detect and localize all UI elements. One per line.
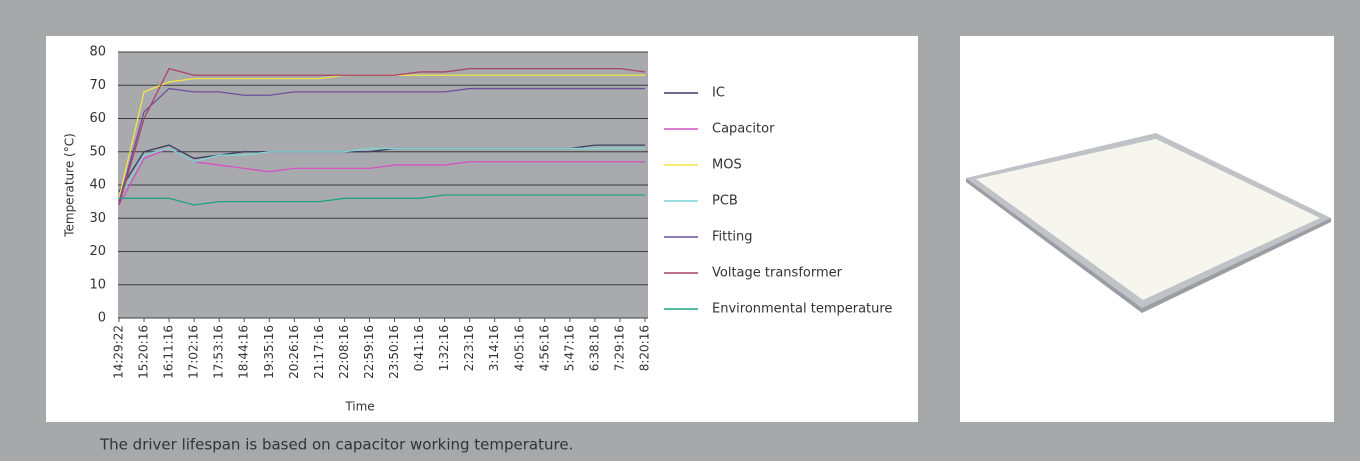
series-line [119, 194, 645, 206]
x-tick-label: 17:53:16 [212, 325, 226, 379]
x-tick-label: 21:17:16 [312, 325, 326, 379]
series-line [118, 87, 645, 202]
y-tick-label: 20 [89, 244, 106, 259]
series-line [118, 147, 645, 199]
y-tick-label: 10 [89, 277, 106, 292]
x-tick-label: 0:41:16 [412, 325, 426, 371]
x-tick-label: 2:23:16 [462, 325, 476, 371]
led-panel-illustration [966, 133, 1331, 313]
legend-label: IC [712, 86, 725, 101]
y-tick-label: 40 [89, 178, 106, 193]
legend-label: Environmental temperature [712, 302, 892, 317]
x-tick-label: 7:29:16 [612, 325, 626, 371]
x-tick-label: 18:44:16 [237, 325, 251, 379]
x-tick-label: 19:35:16 [262, 325, 276, 379]
legend-label: PCB [712, 194, 738, 209]
x-tick-label: 5:47:16 [562, 325, 576, 371]
x-tick-label: 6:38:16 [587, 325, 601, 371]
x-tick-label: 20:26:16 [287, 325, 301, 379]
caption: The driver lifespan is based on capacito… [99, 436, 573, 454]
x-tick-label: 23:50:16 [387, 325, 401, 379]
legend-label: MOS [712, 158, 742, 173]
x-tick-label: 16:11:16 [162, 325, 176, 379]
y-tick-label: 50 [89, 144, 106, 159]
y-tick-label: 70 [89, 78, 106, 93]
x-tick-label: 22:08:16 [337, 325, 351, 379]
legend-label: Fitting [712, 230, 752, 245]
series-line [118, 147, 645, 206]
y-tick-label: 30 [89, 211, 106, 226]
x-tick-label: 8:20:16 [638, 325, 652, 371]
x-tick-label: 14:29:22 [112, 325, 126, 379]
y-tick-label: 0 [98, 311, 106, 326]
x-tick-label: 4:05:16 [512, 325, 526, 371]
series-line [118, 67, 646, 206]
legend-label: Voltage transformer [712, 266, 843, 281]
y-tick-label: 80 [89, 45, 106, 60]
x-tick-label: 15:20:16 [137, 325, 151, 379]
x-tick-label: 4:56:16 [537, 325, 551, 371]
legend-label: Capacitor [712, 122, 775, 137]
x-axis-label: Time [344, 400, 374, 414]
y-axis-label: Temperature (°C) [63, 133, 77, 238]
x-tick-label: 22:59:16 [362, 325, 376, 379]
x-tick-label: 3:14:16 [487, 325, 501, 371]
x-tick-label: 17:02:16 [187, 325, 201, 379]
y-tick-label: 60 [89, 111, 106, 126]
x-tick-label: 1:32:16 [437, 325, 451, 371]
